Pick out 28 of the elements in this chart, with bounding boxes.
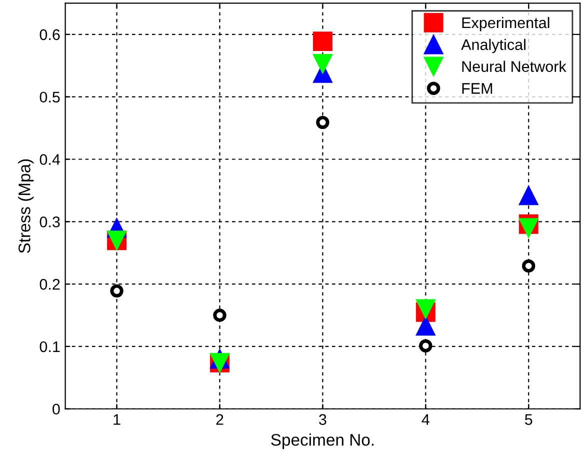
y-tick-label: 0.5 — [40, 92, 60, 103]
point — [522, 259, 536, 273]
point — [316, 116, 330, 130]
y-tick-label: 0.4 — [40, 154, 60, 165]
y-tick-label: 0.3 — [40, 216, 60, 228]
point — [110, 284, 124, 298]
point — [419, 339, 432, 352]
x-axis-title: Specimen No. — [271, 434, 374, 450]
point — [416, 316, 436, 336]
legend-label: Neural Network — [462, 60, 566, 72]
y-tick-label: 0.1 — [40, 341, 60, 352]
legend-label: Analytical — [461, 38, 526, 54]
point — [312, 32, 332, 52]
point — [213, 308, 226, 322]
y-tick-label: 0.6 — [40, 29, 60, 40]
y-tick-label: 0.2 — [40, 278, 60, 290]
x-tick-label: 4 — [422, 414, 430, 425]
point — [518, 186, 538, 206]
x-tick-label: 5 — [524, 414, 532, 425]
legend-label: FEM — [462, 83, 492, 94]
y-tick-label: 0 — [52, 404, 60, 415]
point — [312, 54, 332, 74]
point — [518, 218, 538, 238]
y-axis-title: Stress (Mpa) — [18, 159, 34, 253]
legend-label: Experimental — [462, 16, 550, 32]
x-tick-label: 3 — [319, 414, 326, 425]
x-tick-label: 1 — [114, 414, 120, 425]
x-tick-label: 2 — [216, 414, 224, 425]
